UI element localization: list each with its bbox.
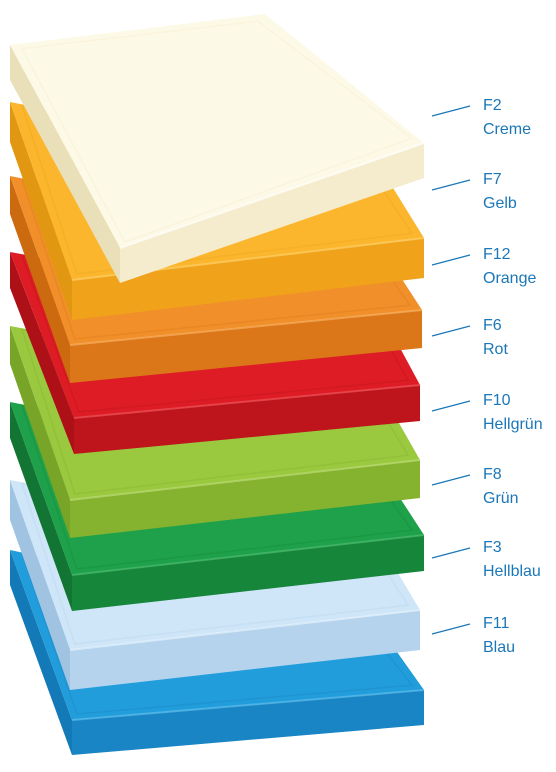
label-color-name: Hellblau [483, 563, 541, 580]
board-left-side [10, 176, 70, 383]
board-front-side [120, 143, 424, 283]
leader-line [431, 105, 471, 117]
leader-line [431, 623, 471, 635]
board-top-face [10, 14, 424, 248]
board-left-side [10, 550, 72, 755]
board-edge-highlight [69, 309, 423, 346]
leader-line [431, 474, 471, 486]
board-edge-highlight [71, 534, 425, 576]
label-f12: F12 Orange [483, 243, 536, 291]
label-f7: F7 Gelb [483, 168, 517, 216]
label-color-name: Blau [483, 639, 516, 656]
board-edge-highlight [69, 459, 421, 501]
label-color-name: Gelb [483, 195, 517, 212]
label-color-name: Rot [483, 341, 508, 358]
board-groove [20, 20, 414, 243]
board-front-side [70, 610, 420, 690]
label-color-name: Grün [483, 490, 519, 507]
leader-line [431, 400, 471, 412]
label-code: F8 [483, 466, 502, 483]
label-code: F7 [483, 171, 502, 188]
board-left-side [10, 252, 74, 454]
label-f6: F6 Rot [483, 314, 508, 362]
label-code: F10 [483, 392, 511, 409]
board-left-side [10, 45, 120, 283]
board-edge-highlight [119, 142, 425, 249]
board-front-side [70, 460, 420, 538]
label-code: F12 [483, 246, 511, 263]
board-left-side [10, 102, 72, 320]
board-f2 [10, 14, 425, 283]
board-edge-highlight [69, 609, 421, 651]
board-front-side [72, 690, 424, 755]
board-left-side [10, 326, 70, 538]
label-f2: F2 Creme [483, 94, 531, 142]
board-edge-highlight [73, 384, 421, 419]
label-code: F6 [483, 317, 502, 334]
leader-line [431, 179, 471, 191]
board-left-side [10, 402, 72, 611]
board-left-side [10, 480, 70, 690]
board-edge-highlight [71, 689, 425, 721]
label-color-name: Hellgrün [483, 416, 543, 433]
board-front-side [70, 310, 422, 383]
label-f10: F10 Hellgrün [483, 389, 543, 437]
label-f11: F11 Blau [483, 612, 515, 660]
board-front-side [74, 385, 420, 454]
label-color-name: Orange [483, 270, 537, 287]
label-f3: F3 Hellblau [483, 536, 541, 584]
board-front-side [72, 535, 424, 611]
leader-line [431, 547, 471, 559]
label-code: F3 [483, 539, 502, 556]
label-color-name: Creme [483, 121, 532, 138]
board-front-side [72, 238, 424, 320]
label-code: F11 [483, 615, 510, 632]
label-code: F2 [483, 97, 502, 114]
label-f8: F8 Grün [483, 463, 519, 511]
leader-line [431, 325, 471, 337]
leader-line [431, 254, 471, 266]
